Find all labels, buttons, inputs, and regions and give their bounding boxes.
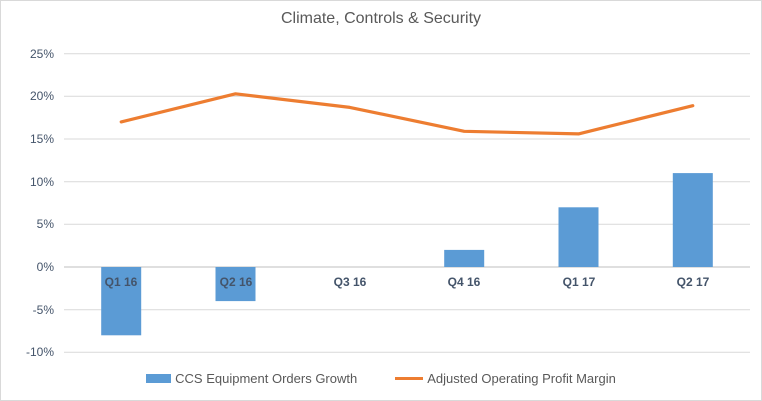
bar-q2-17 — [672, 173, 713, 267]
bar-series-swatch-icon — [146, 374, 172, 383]
bar-q4-16 — [444, 249, 485, 267]
y-tick-label-0pct: 0% — [36, 260, 54, 274]
legend-label-profit-margin: Adjusted Operating Profit Margin — [427, 371, 616, 386]
y-tick-label-20pct: 20% — [29, 89, 54, 103]
y-tick-label--5pct: -5% — [32, 303, 54, 317]
y-tick-label-5pct: 5% — [36, 217, 54, 231]
bar-q2-16 — [215, 267, 256, 302]
x-category-label-q1-17: Q1 17 — [562, 275, 596, 289]
chart-title: Climate, Controls & Security — [280, 10, 482, 27]
x-category-label-q4-16: Q4 16 — [447, 275, 481, 289]
y-tick-label--10pct: -10% — [25, 345, 54, 359]
legend-item-profit-margin: Adjusted Operating Profit Margin — [395, 371, 616, 386]
profit-margin-line — [119, 92, 695, 136]
x-category-label-q1-16: Q1 16 — [104, 275, 138, 289]
x-category-label-q2-16: Q2 16 — [219, 275, 253, 289]
bar-q1-17 — [558, 207, 599, 267]
y-tick-label-15pct: 15% — [29, 132, 54, 146]
y-tick-label-10pct: 10% — [29, 175, 54, 189]
legend-item-orders-growth: CCS Equipment Orders Growth — [146, 371, 357, 386]
legend-label-orders-growth: CCS Equipment Orders Growth — [175, 371, 358, 386]
x-category-label-q3-16: Q3 16 — [333, 275, 367, 289]
legend: CCS Equipment Orders Growth Adjusted Ope… — [1, 371, 761, 386]
y-tick-label-25pct: 25% — [29, 47, 54, 61]
bar-q1-16 — [101, 267, 142, 336]
x-category-label-q2-17: Q2 17 — [676, 275, 710, 289]
line-series-swatch-icon — [395, 377, 424, 380]
